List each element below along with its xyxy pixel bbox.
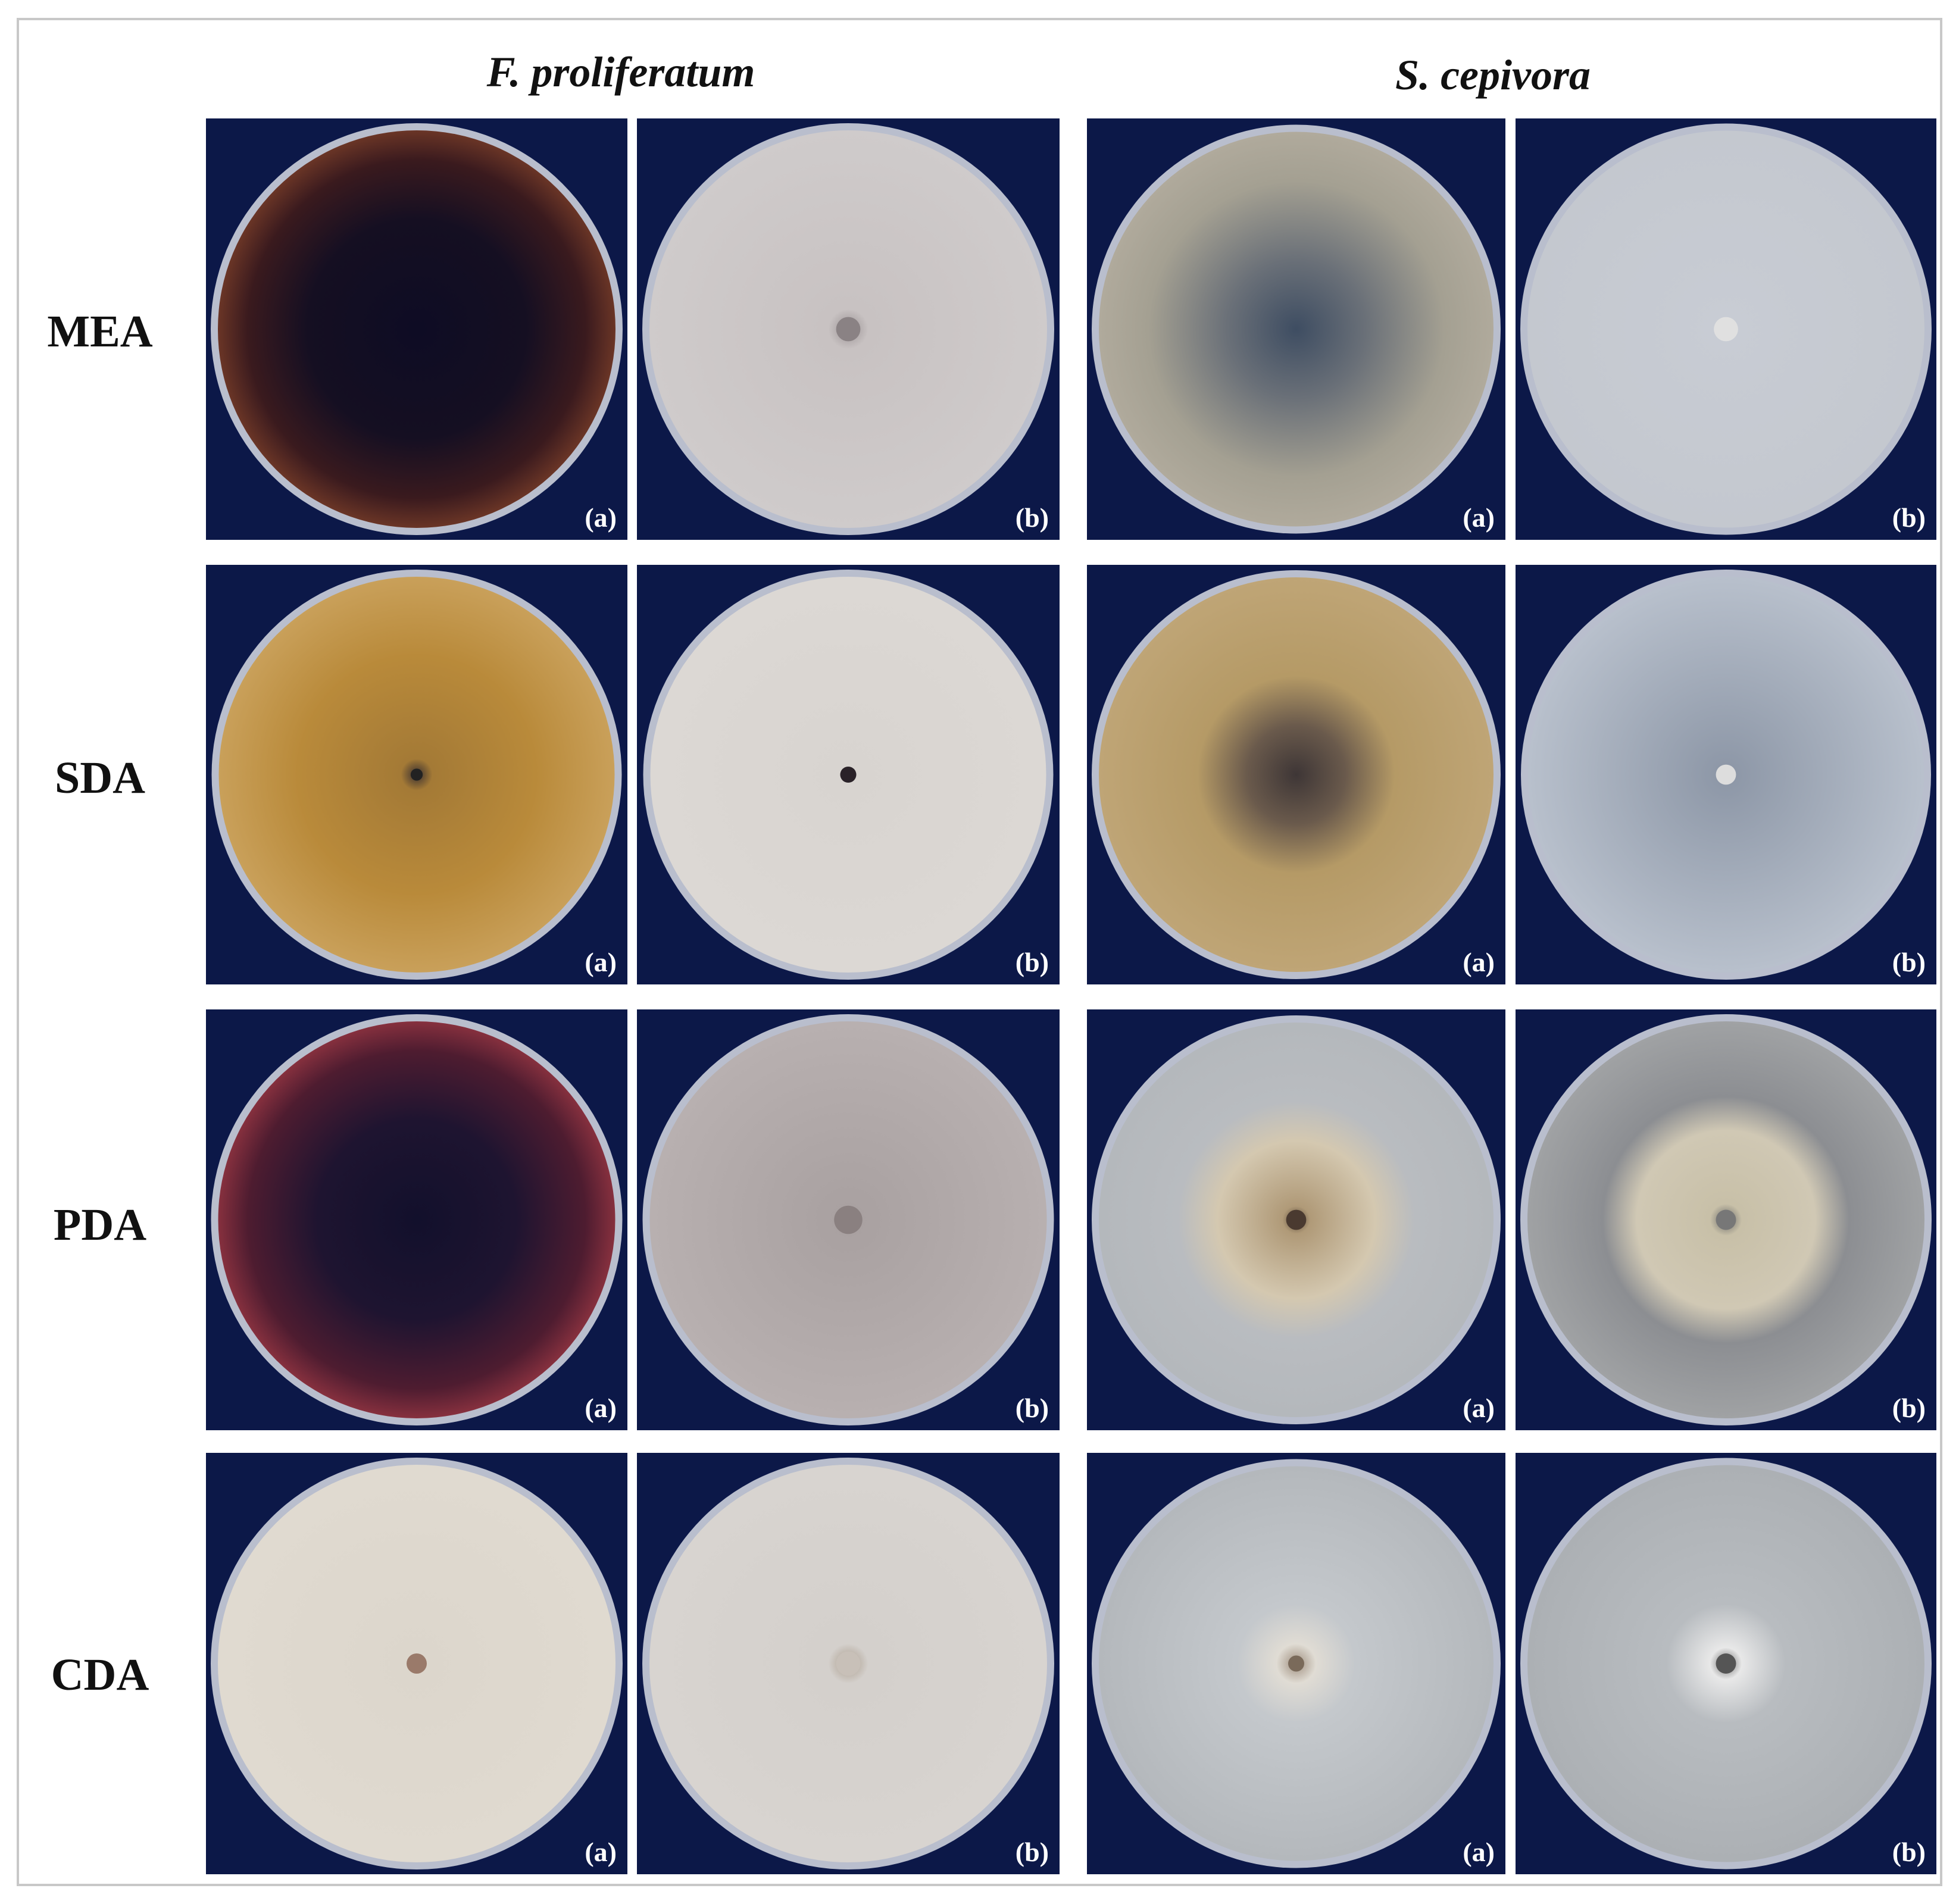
photo-panel: (a) <box>1087 1453 1505 1874</box>
row-label: SDA <box>55 753 145 803</box>
panel-label: (a) <box>1463 947 1495 977</box>
panel-label: (a) <box>585 502 617 533</box>
inoculum <box>840 766 857 783</box>
photo-panel: (b) <box>637 1453 1060 1874</box>
column-title: S. cepivora <box>1395 51 1591 99</box>
inoculum <box>410 768 423 781</box>
inoculum <box>1716 1653 1736 1674</box>
photo-panel: (b) <box>1516 1453 1936 1874</box>
inoculum <box>1714 317 1738 342</box>
petri-dish <box>218 130 615 528</box>
photo-panel: (a) <box>206 1453 627 1874</box>
photo-panel: (b) <box>1516 565 1936 984</box>
photo-panel: (a) <box>206 118 627 540</box>
panel-label: (b) <box>1016 1393 1049 1423</box>
photo-panel: (a) <box>1087 118 1505 540</box>
row-label: MEA <box>47 307 152 357</box>
photo-panel: (a) <box>206 1009 627 1430</box>
petri-dish <box>1099 577 1494 972</box>
row-label: PDA <box>54 1200 146 1250</box>
petri-dish <box>1099 132 1494 527</box>
inoculum <box>1716 764 1736 785</box>
panel-label: (b) <box>1892 1837 1926 1867</box>
photo-panel: (b) <box>637 565 1060 984</box>
panel-label: (a) <box>585 1393 617 1423</box>
panel-label: (a) <box>1463 1837 1495 1867</box>
photo-panel: (b) <box>637 1009 1060 1430</box>
photo-panel: (a) <box>1087 565 1505 984</box>
panel-label: (a) <box>1463 502 1495 533</box>
inoculum <box>1286 1209 1307 1230</box>
panel-label: (b) <box>1892 502 1926 533</box>
panel-label: (b) <box>1016 947 1049 977</box>
inoculum <box>834 1205 863 1234</box>
inoculum <box>1716 1209 1736 1230</box>
panel-label: (a) <box>585 947 617 977</box>
row-label: CDA <box>51 1650 149 1700</box>
inoculum <box>1288 1655 1304 1672</box>
panel-label: (b) <box>1016 502 1049 533</box>
photo-panel: (b) <box>637 118 1060 540</box>
panel-label: (a) <box>1463 1393 1495 1423</box>
photo-panel: (a) <box>1087 1009 1505 1430</box>
inoculum <box>836 317 861 342</box>
panel-label: (b) <box>1892 947 1926 977</box>
panel-label: (b) <box>1892 1393 1926 1423</box>
photo-panel: (b) <box>1516 1009 1936 1430</box>
inoculum <box>836 1651 861 1676</box>
photo-panel: (a) <box>206 565 627 984</box>
panel-label: (b) <box>1016 1837 1049 1867</box>
column-title: F. proliferatum <box>486 48 755 96</box>
petri-dish <box>218 1021 615 1418</box>
inoculum <box>407 1653 427 1674</box>
panel-label: (a) <box>585 1837 617 1867</box>
photo-panel: (b) <box>1516 118 1936 540</box>
